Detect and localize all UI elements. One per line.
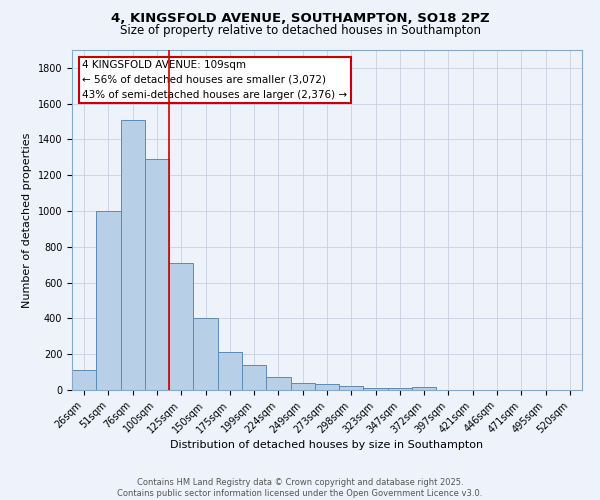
Bar: [121, 120, 145, 390]
Text: Contains HM Land Registry data © Crown copyright and database right 2025.
Contai: Contains HM Land Registry data © Crown c…: [118, 478, 482, 498]
Bar: [412, 387, 436, 390]
Bar: [145, 159, 169, 390]
Bar: [72, 370, 96, 390]
Bar: [193, 318, 218, 390]
X-axis label: Distribution of detached houses by size in Southampton: Distribution of detached houses by size …: [170, 440, 484, 450]
Bar: [388, 388, 412, 390]
Text: 4 KINGSFOLD AVENUE: 109sqm
← 56% of detached houses are smaller (3,072)
43% of s: 4 KINGSFOLD AVENUE: 109sqm ← 56% of deta…: [82, 60, 347, 100]
Bar: [169, 263, 193, 390]
Bar: [266, 378, 290, 390]
Text: Size of property relative to detached houses in Southampton: Size of property relative to detached ho…: [119, 24, 481, 37]
Bar: [339, 386, 364, 390]
Bar: [96, 211, 121, 390]
Bar: [218, 352, 242, 390]
Bar: [364, 388, 388, 390]
Bar: [242, 365, 266, 390]
Y-axis label: Number of detached properties: Number of detached properties: [22, 132, 32, 308]
Text: 4, KINGSFOLD AVENUE, SOUTHAMPTON, SO18 2PZ: 4, KINGSFOLD AVENUE, SOUTHAMPTON, SO18 2…: [110, 12, 490, 26]
Bar: [315, 384, 339, 390]
Bar: [290, 383, 315, 390]
